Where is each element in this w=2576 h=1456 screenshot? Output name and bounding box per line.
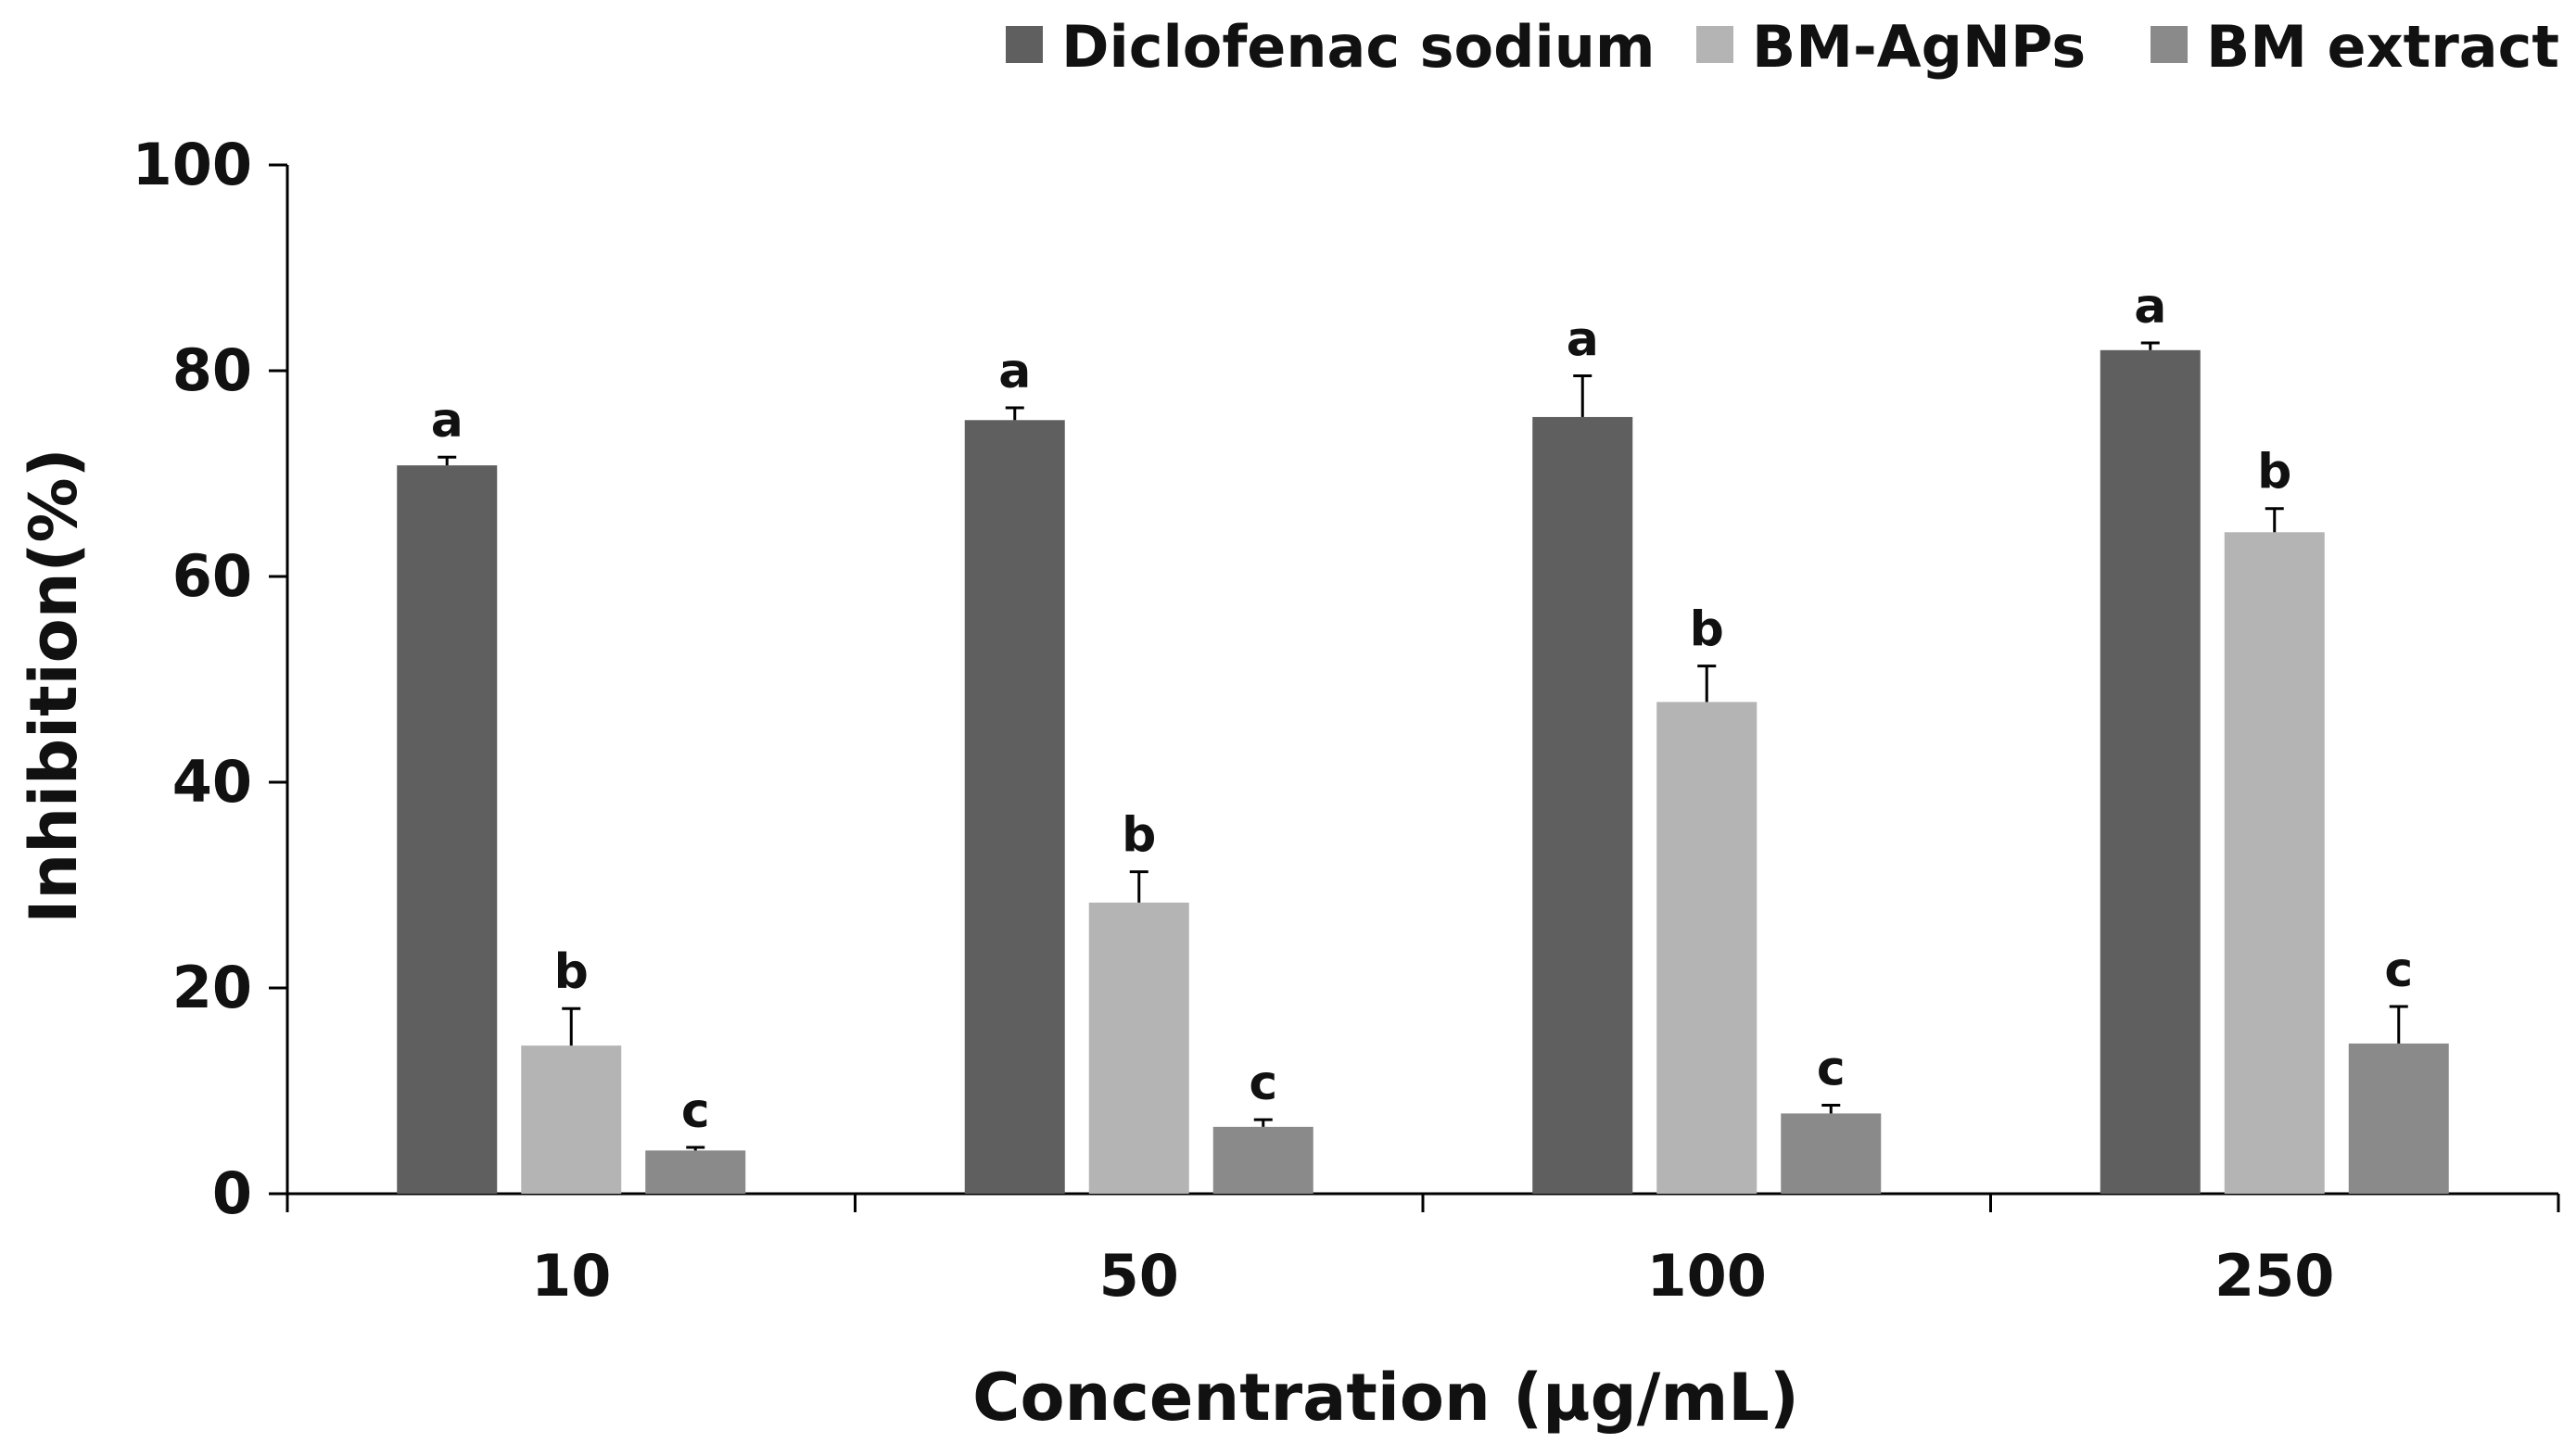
legend-swatch (2151, 26, 2188, 63)
bar (1532, 416, 1633, 1194)
bar (2100, 349, 2201, 1194)
significance-letter: c (681, 1083, 710, 1139)
bar (964, 420, 1065, 1194)
bar (521, 1045, 622, 1194)
legend-swatch (1696, 26, 1733, 63)
legend-label: BM-AgNPs (1752, 13, 2086, 81)
x-axis-title: Concentration (µg/mL) (972, 1360, 1799, 1436)
bar (2224, 532, 2325, 1194)
legend-swatch (1006, 26, 1043, 63)
y-axis-title: Inhibition(%) (16, 448, 92, 923)
significance-letter: a (431, 393, 463, 449)
significance-letter: b (2257, 445, 2291, 500)
legend-label: Diclofenac sodium (1061, 13, 1656, 81)
significance-letter: c (2384, 943, 2413, 998)
x-tick-label: 10 (531, 1242, 611, 1310)
bar (397, 465, 498, 1194)
significance-letter: b (1122, 808, 1156, 864)
y-tick-label: 40 (172, 748, 252, 816)
y-tick-label: 60 (172, 542, 252, 610)
significance-letter: b (554, 944, 589, 1000)
legend-label: BM extract (2206, 13, 2559, 81)
x-tick-label: 100 (1647, 1242, 1767, 1310)
significance-letter: b (1690, 602, 1724, 658)
bar (1212, 1126, 1313, 1194)
significance-letter: a (1567, 312, 1599, 368)
significance-letter: c (1249, 1056, 1277, 1111)
axes: 0 20 40 60 80 100 10 50 100 250 (133, 131, 2560, 1310)
bar (1656, 702, 1758, 1194)
y-tick-label: 80 (172, 336, 252, 404)
y-tick-label: 100 (133, 131, 252, 198)
x-tick-label: 50 (1099, 1242, 1179, 1310)
bar (645, 1150, 746, 1194)
bar (1088, 902, 1189, 1194)
significance-letter: a (2134, 279, 2166, 335)
y-tick-label: 20 (172, 954, 252, 1021)
y-tick-label: 0 (212, 1159, 252, 1227)
x-tick-label: 250 (2214, 1242, 2334, 1310)
significance-letter: a (998, 344, 1031, 399)
bar (2348, 1043, 2449, 1194)
significance-letter: c (1817, 1042, 1846, 1097)
legend: Diclofenac sodium BM-AgNPs BM extract (1006, 13, 2559, 81)
bars: a b c a b c a b c a b c (397, 279, 2449, 1194)
bar (1781, 1113, 1882, 1194)
